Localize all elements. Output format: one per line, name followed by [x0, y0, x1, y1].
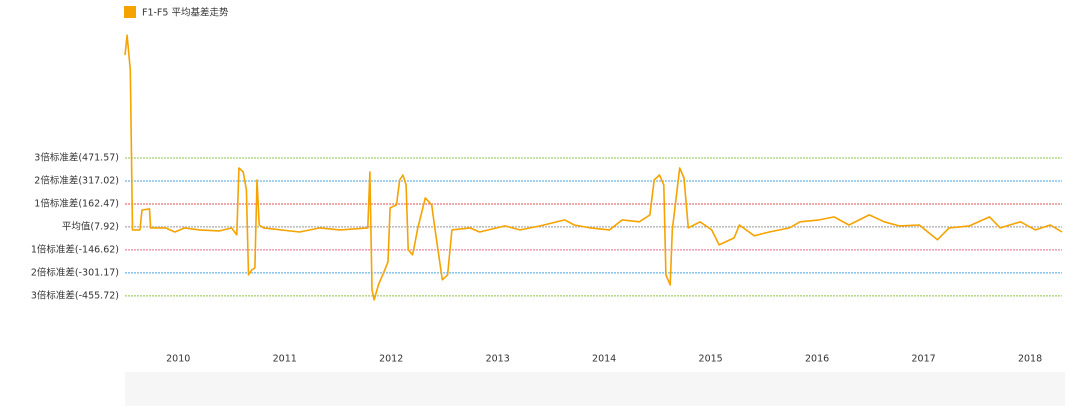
x-tick-label: 2011: [273, 354, 297, 365]
legend-label: F1-F5 平均基差走势: [142, 7, 229, 19]
data-line: [124, 34, 1063, 301]
x-tick-label: 2014: [592, 354, 616, 365]
x-tick-label: 2013: [486, 354, 510, 365]
x-tick-label: 2012: [379, 354, 403, 365]
x-tick-label: 2016: [805, 354, 829, 365]
x-axis-band: [125, 372, 1065, 406]
x-tick-label: 2015: [699, 354, 723, 365]
x-tick-label: 2017: [911, 354, 935, 365]
x-tick-label: 2010: [166, 354, 190, 365]
y-tick-label: 平均值(7.92): [62, 220, 119, 232]
y-tick-label: 3倍标准差(471.57): [34, 151, 119, 163]
y-tick-label: 3倍标准差(-455.72): [31, 289, 119, 301]
x-tick-label: 2018: [1018, 354, 1042, 365]
y-tick-label: 2倍标准差(-301.17): [31, 266, 119, 278]
y-tick-label: 2倍标准差(317.02): [34, 174, 119, 186]
legend-swatch: [124, 6, 136, 18]
y-tick-label: 1倍标准差(162.47): [34, 197, 119, 209]
y-tick-label: 1倍标准差(-146.62): [31, 243, 119, 255]
